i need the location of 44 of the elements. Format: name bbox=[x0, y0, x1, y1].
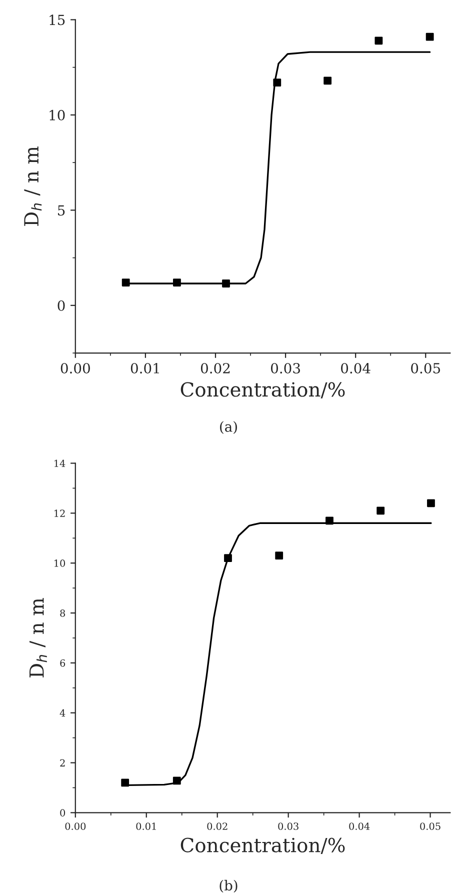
point bbox=[173, 278, 181, 287]
y-axis-title: D$_{h}$ / n m bbox=[24, 146, 42, 226]
x-tick-label: 0.01 bbox=[130, 362, 159, 374]
x-tick-label: 0.00 bbox=[60, 362, 90, 374]
x-tick-label: 0.03 bbox=[278, 822, 298, 830]
x-tick-label: 0.02 bbox=[200, 362, 230, 374]
x-tick-label: 0.01 bbox=[136, 822, 156, 830]
y-tick-label: 15 bbox=[50, 14, 65, 26]
y-axis-title: D$_{h}$ / n m bbox=[30, 598, 47, 678]
x-tick-label: 0.05 bbox=[420, 822, 440, 830]
x-tick-label: 0.04 bbox=[349, 822, 370, 830]
y-tick-label: 2 bbox=[60, 759, 65, 766]
y-tick-label: 0 bbox=[60, 809, 66, 817]
y-tick-label: 4 bbox=[60, 709, 66, 717]
point bbox=[376, 506, 385, 515]
x-tick-label: 0.04 bbox=[341, 362, 370, 374]
point bbox=[326, 516, 334, 525]
y-tick-label: 10 bbox=[50, 110, 65, 120]
x-tick-label: 0.00 bbox=[65, 822, 86, 830]
point bbox=[374, 36, 383, 45]
y-tick-label: 6 bbox=[60, 659, 66, 667]
y-tick-label: 10 bbox=[54, 560, 66, 567]
point bbox=[427, 499, 435, 508]
y-tick-label: 5 bbox=[58, 205, 65, 216]
x-tick-label: 0.03 bbox=[270, 362, 300, 374]
x-tick-label: 0.02 bbox=[207, 822, 228, 830]
y-tick-label: 12 bbox=[54, 510, 65, 517]
point bbox=[273, 78, 282, 87]
point bbox=[122, 278, 130, 287]
point bbox=[275, 552, 284, 560]
x-axis-title: Concentration/% bbox=[180, 838, 345, 854]
text: (a) bbox=[220, 421, 237, 434]
y-tick-label: 14 bbox=[54, 460, 66, 467]
point bbox=[121, 778, 130, 787]
y-tick-label: 0 bbox=[58, 300, 65, 311]
point bbox=[172, 776, 181, 785]
text: (b) bbox=[220, 880, 238, 893]
point bbox=[222, 280, 230, 288]
x-tick-label: 0.05 bbox=[411, 362, 440, 374]
x-axis-title: Concentration/% bbox=[180, 382, 345, 398]
point bbox=[324, 76, 332, 85]
point bbox=[224, 554, 232, 562]
point bbox=[426, 32, 434, 41]
y-tick-label: 8 bbox=[60, 609, 66, 617]
